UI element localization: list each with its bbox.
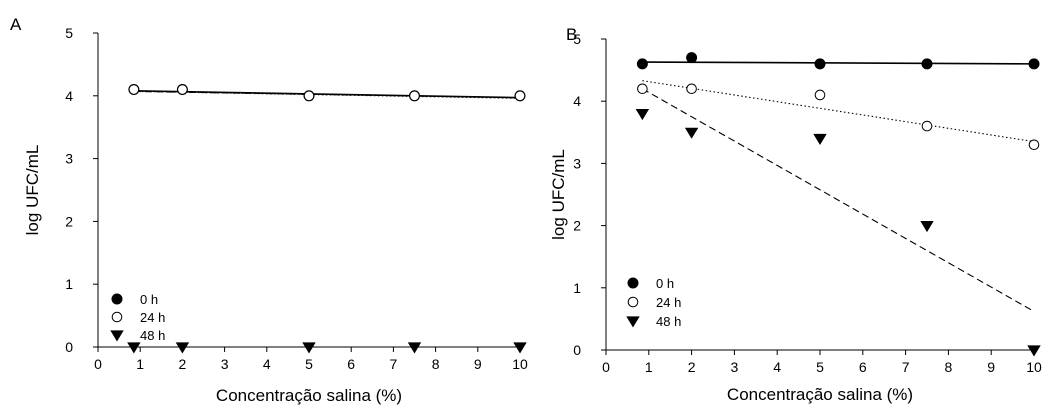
x-tick-label: 5 [305,356,313,372]
data-point-24h [686,83,697,95]
x-tick-label: 9 [987,359,995,375]
x-axis-label: Concentração salina (%) [216,386,402,405]
y-tick-label: 4 [573,93,581,109]
data-point-24h [637,83,648,95]
data-point-48h [175,342,190,354]
data-point-0h [636,58,648,70]
legend: 0 h 24 h 48 h [626,276,681,329]
data-point-0h [814,58,826,70]
y-tick-label: 4 [65,88,73,104]
data-point-48h [513,342,527,354]
y-tick-label: 2 [573,218,581,234]
legend-label: 24 h [656,295,681,310]
x-tick-label: 7 [902,359,910,375]
trend-line-48h [642,88,1035,312]
data-point-24h [1028,139,1040,151]
x-tick-label: 10 [512,356,528,372]
legend-marker [626,316,640,328]
data-point-24h [514,90,526,102]
y-tick-label: 5 [573,31,581,47]
x-tick-label: 6 [859,359,867,375]
panel-letter: B [566,25,577,44]
x-tick-label: 0 [602,359,610,375]
x-tick-label: 6 [347,356,355,372]
y-tick-label: 0 [573,342,581,358]
x-tick-label: 4 [773,359,781,375]
data-point-48h [920,220,934,233]
x-tick-label: 8 [945,359,953,375]
legend-marker [111,311,123,323]
data-point-0h [1028,58,1040,70]
data-point-48h [813,133,827,145]
y-tick-label: 3 [573,155,581,171]
data-point-24h [921,120,933,132]
data-point-24h [303,90,315,102]
x-axis-label: Concentração salina (%) [727,385,913,404]
legend-marker [111,293,123,305]
y-axis-label: log UFC/mL [549,149,568,240]
legend-marker [627,277,639,289]
y-tick-label: 0 [65,339,73,355]
legend-label: 48 h [140,328,165,343]
x-tick-label: 7 [390,356,398,372]
data-point-24h [128,84,140,95]
data-point-24h [409,90,420,102]
data-point-0h [686,52,698,64]
x-tick-label: 9 [474,356,482,372]
legend-label: 48 h [656,314,681,329]
x-tick-label: 4 [263,356,271,372]
data-point-24h [814,89,826,101]
x-tick-label: 1 [136,356,144,372]
legend-label: 0 h [140,292,158,307]
legend-marker [110,330,124,342]
data-point-48h [302,342,316,354]
data-point-0h [921,58,933,70]
x-tick-label: 2 [179,356,187,372]
trend-line-48h [133,90,521,99]
chart-panel-a: A 0 1 2 3 4 5 6 7 8 9 10 0 1 2 3 4 5 Concentração salina (… [10,15,528,405]
x-tick-label: 10 [1026,359,1042,375]
y-axis-label: log UFC/mL [23,145,42,236]
legend-label: 24 h [140,310,165,325]
data-point-48h [407,342,422,354]
x-tick-label: 2 [688,359,696,375]
x-tick-label: 0 [94,356,102,372]
y-tick-label: 1 [573,280,581,296]
y-tick-label: 2 [65,213,73,229]
y-tick-label: 5 [65,25,73,41]
data-point-48h [127,342,141,354]
trend-line-24h [642,80,1035,143]
x-tick-label: 3 [221,356,229,372]
legend: 0 h 24 h 48 h [110,292,165,343]
y-tick-label: 3 [65,151,73,167]
data-point-48h [1027,345,1041,357]
x-tick-label: 5 [816,359,824,375]
data-point-24h [177,84,188,95]
legend-marker [627,296,639,308]
x-tick-label: 3 [731,359,739,375]
x-tick-label: 8 [432,356,440,372]
data-point-48h [635,109,650,121]
x-tick-label: 1 [645,359,653,375]
panel-letter: A [10,15,22,34]
legend-label: 0 h [656,276,674,291]
chart-panel-b: B 0 1 2 3 4 5 6 7 8 9 10 0 1 2 3 4 5 Concentração salina (… [549,25,1042,404]
trend-line-0h [642,61,1035,65]
y-tick-label: 1 [65,276,73,292]
data-point-48h [684,127,699,139]
